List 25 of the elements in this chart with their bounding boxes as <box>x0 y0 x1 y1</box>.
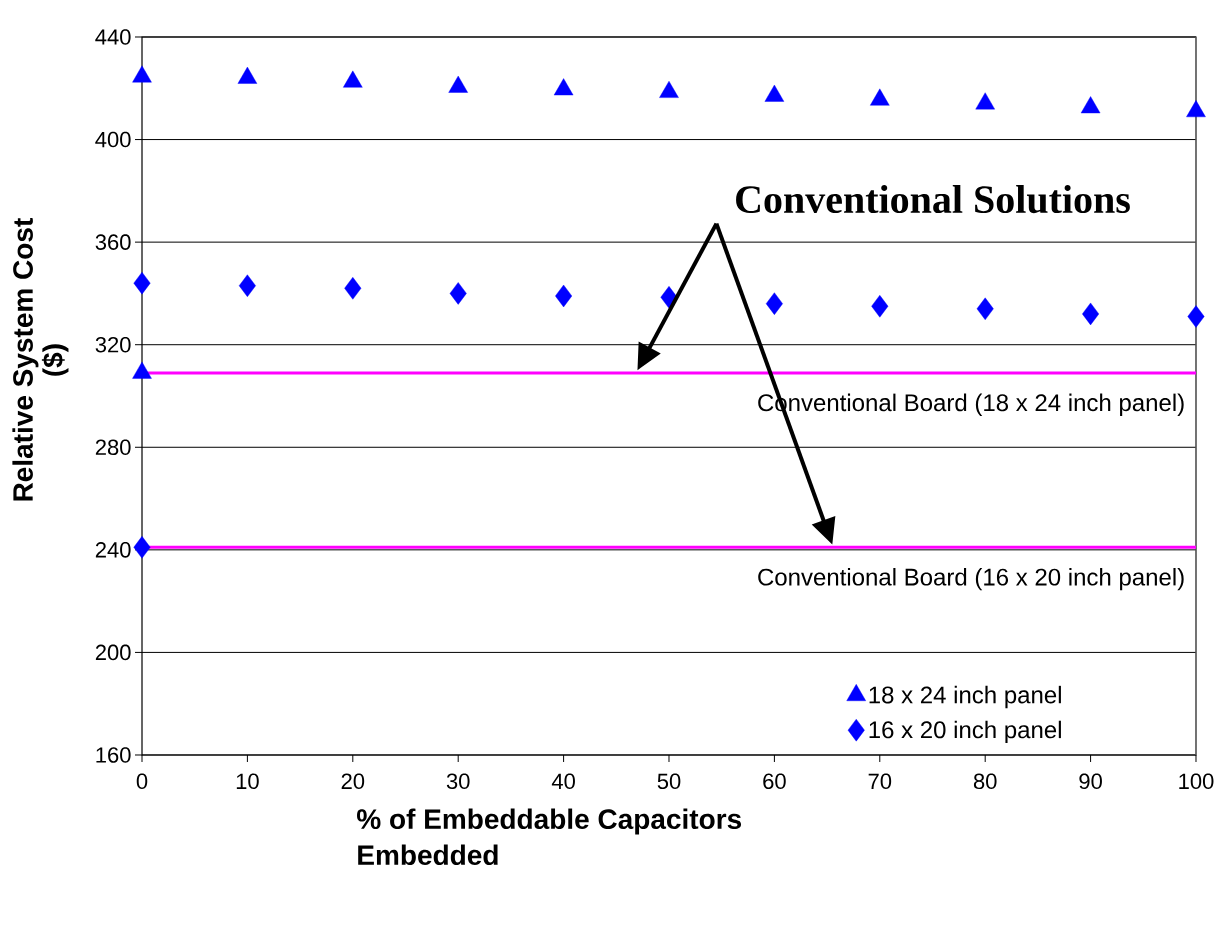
legend-label: 18 x 24 inch panel <box>869 685 1061 709</box>
y-tick-label: 320 <box>95 336 131 353</box>
y-tick-label: 280 <box>95 439 131 456</box>
x-axis-title: % of Embeddable Capacitors Embedded <box>357 808 742 866</box>
y-tick-label: 360 <box>95 234 131 250</box>
x-tick-label: 40 <box>551 773 575 790</box>
x-tick-label: 20 <box>341 773 365 790</box>
x-tick-label: 0 <box>136 773 148 790</box>
legend-label: 16 x 20 inch panel <box>869 720 1061 744</box>
x-tick-label: 60 <box>763 773 786 790</box>
y-tick-label: 200 <box>95 644 131 661</box>
x-tick-label: 70 <box>868 773 892 790</box>
x-tick-label: 80 <box>973 773 997 790</box>
y-axis-title: Relative System Cost ($) <box>12 218 69 501</box>
x-tick-label: 50 <box>657 773 681 790</box>
x-tick-label: 10 <box>236 773 259 790</box>
x-tick-label: 90 <box>1079 773 1102 790</box>
y-tick-label: 160 <box>96 747 131 763</box>
ref-line-label: Conventional Board (16 x 20 inch panel) <box>758 567 1184 591</box>
x-tick-label: 100 <box>1179 773 1214 790</box>
y-tick-label: 400 <box>95 131 131 148</box>
annotation: Conventional Solutions <box>736 184 1130 214</box>
y-tick-label: 240 <box>95 542 131 558</box>
x-tick-label: 30 <box>446 773 470 790</box>
y-tick-label: 440 <box>95 29 131 45</box>
